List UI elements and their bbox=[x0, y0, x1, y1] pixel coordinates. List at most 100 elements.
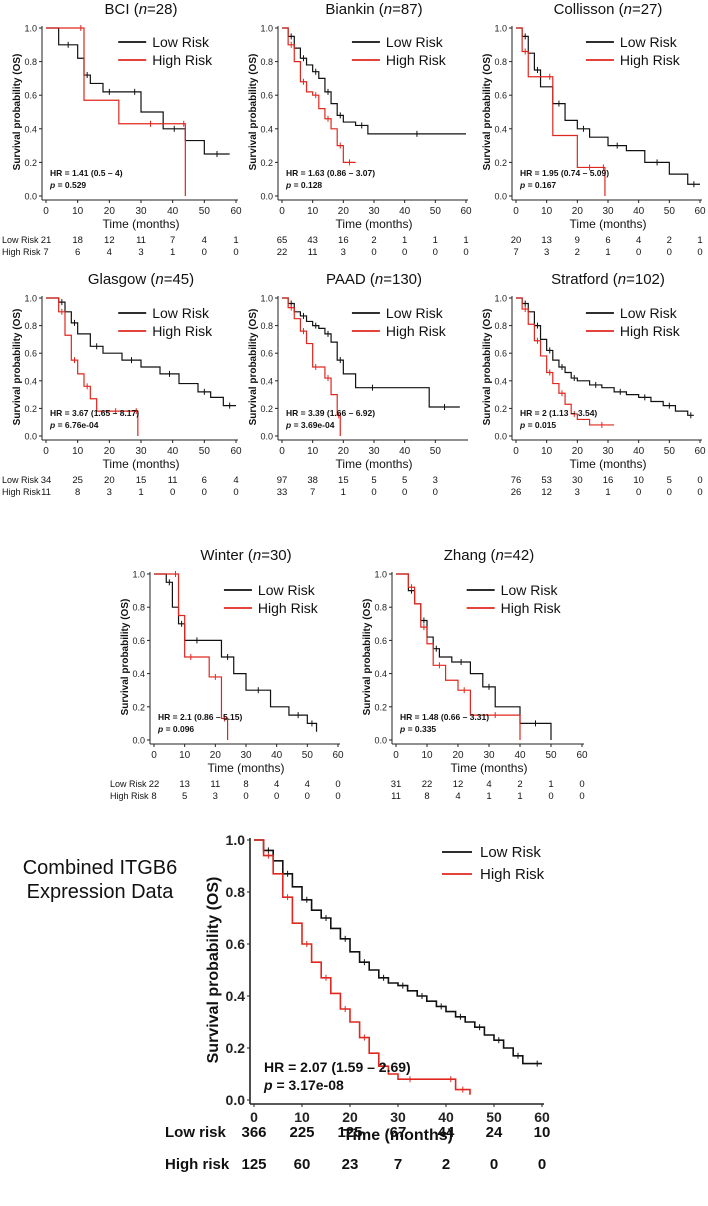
risk-table-row-label: Low Risk bbox=[2, 475, 39, 485]
x-tick-label: 40 bbox=[271, 750, 283, 761]
x-tick-label: 30 bbox=[483, 750, 495, 761]
legend-label-low: Low Risk bbox=[620, 34, 678, 50]
risk-table-cell: 0 bbox=[463, 247, 468, 258]
legend-label-high: High Risk bbox=[258, 600, 319, 616]
chart-title: Collisson (n=27) bbox=[554, 1, 663, 18]
y-tick-label: 0.4 bbox=[132, 669, 145, 679]
risk-table-cell: 7 bbox=[43, 247, 48, 258]
p-value-text: p = 6.76e-04 bbox=[49, 420, 99, 430]
chart-title-n: n bbox=[253, 547, 261, 564]
y-tick-label: 0.6 bbox=[374, 636, 387, 646]
x-tick-label: 30 bbox=[135, 446, 147, 457]
risk-table-cell: 2 bbox=[371, 235, 376, 246]
x-tick-label: 60 bbox=[694, 446, 706, 457]
risk-table-cell: 18 bbox=[72, 235, 83, 246]
risk-table-cell: 44 bbox=[438, 1124, 455, 1141]
curve-high-risk bbox=[254, 839, 471, 1095]
chart-title-count: =42) bbox=[504, 547, 534, 564]
chart-title-count: =30) bbox=[261, 547, 291, 564]
x-tick-label: 60 bbox=[230, 446, 242, 457]
p-value: = 0.128 bbox=[291, 180, 322, 190]
x-tick-label: 40 bbox=[514, 750, 526, 761]
p-label: p bbox=[519, 420, 525, 430]
y-axis-label: Survival probability (OS) bbox=[482, 54, 493, 171]
risk-table-cell: 22 bbox=[277, 247, 288, 258]
legend-label-high: High Risk bbox=[480, 866, 545, 883]
risk-table-cell: 0 bbox=[697, 487, 702, 498]
risk-table-cell: 60 bbox=[294, 1156, 311, 1173]
x-axis-label: Time (months) bbox=[570, 217, 647, 231]
y-tick-label: 1.0 bbox=[132, 570, 145, 580]
x-tick-label: 50 bbox=[545, 750, 557, 761]
y-tick-label: 0.4 bbox=[494, 124, 507, 134]
y-tick-label: 1.0 bbox=[260, 24, 273, 34]
risk-table-cell: 15 bbox=[338, 475, 349, 486]
y-tick-label: 0.2 bbox=[132, 702, 145, 712]
p-value: = 0.529 bbox=[55, 180, 86, 190]
risk-table-cell: 1 bbox=[517, 791, 522, 802]
chart-title-count: =87) bbox=[392, 1, 422, 18]
chart-title: BCI (n=28) bbox=[105, 1, 178, 18]
x-tick-label: 30 bbox=[602, 446, 614, 457]
p-label: p bbox=[49, 420, 55, 430]
chart-title: PAAD (n=130) bbox=[326, 271, 422, 288]
x-tick-label: 0 bbox=[513, 446, 519, 457]
risk-table-cell: 11 bbox=[391, 791, 401, 802]
risk-table-cell: 0 bbox=[371, 487, 376, 498]
y-tick-label: 0.2 bbox=[24, 158, 37, 168]
y-tick-label: 1.0 bbox=[226, 832, 246, 848]
y-tick-label: 0.2 bbox=[226, 1040, 246, 1056]
x-tick-label: 0 bbox=[151, 750, 157, 761]
x-tick-label: 20 bbox=[210, 750, 222, 761]
risk-table-cell: 76 bbox=[511, 475, 522, 486]
chart-title-n: n bbox=[155, 271, 163, 288]
chart-title: Stratford (n=102) bbox=[551, 271, 665, 288]
p-label: p bbox=[285, 180, 291, 190]
risk-table-cell: 5 bbox=[402, 475, 407, 486]
x-tick-label: 30 bbox=[135, 206, 147, 217]
risk-table-cell: 4 bbox=[455, 791, 460, 802]
x-tick-label: 20 bbox=[572, 206, 584, 217]
curve-low-risk bbox=[282, 297, 460, 408]
risk-table-cell: 7 bbox=[170, 235, 175, 246]
x-tick-label: 40 bbox=[633, 206, 645, 217]
hr-text: HR = 1.41 (0.5 – 4) bbox=[50, 168, 123, 178]
risk-table-cell: 6 bbox=[75, 247, 80, 258]
risk-table-cell: 1 bbox=[170, 247, 175, 258]
p-label: p bbox=[285, 420, 291, 430]
risk-table-row-label: Low risk bbox=[165, 1124, 227, 1141]
x-tick-label: 10 bbox=[72, 206, 84, 217]
risk-table-cell: 4 bbox=[274, 779, 279, 790]
y-axis-label: Survival probability (OS) bbox=[482, 309, 493, 426]
curve-high-risk bbox=[516, 297, 615, 426]
risk-table-cell: 21 bbox=[41, 235, 52, 246]
y-tick-label: 0.8 bbox=[24, 321, 37, 331]
combined-title-line2: Expression Data bbox=[26, 881, 174, 903]
x-tick-label: 60 bbox=[694, 206, 706, 217]
chart-title-n: n bbox=[495, 547, 503, 564]
y-tick-label: 0.6 bbox=[494, 91, 507, 101]
x-tick-label: 10 bbox=[307, 206, 319, 217]
combined-title: Combined ITGB6 Expression Data bbox=[0, 856, 200, 904]
risk-table-cell: 10 bbox=[534, 1124, 551, 1141]
risk-table-cell: 0 bbox=[335, 791, 340, 802]
risk-table-cell: 6 bbox=[605, 235, 610, 246]
y-tick-label: 0.4 bbox=[260, 376, 273, 386]
km-panel-3: Collisson (n=27)0.00.20.40.60.81.00 10 20 3… bbox=[482, 1, 706, 258]
y-axis-label: Survival probability (OS) bbox=[12, 309, 23, 426]
y-tick-label: 0.8 bbox=[374, 603, 387, 613]
legend-label-low: Low Risk bbox=[620, 305, 678, 321]
y-tick-label: 0.4 bbox=[374, 669, 387, 679]
p-value-text: p = 0.335 bbox=[399, 724, 436, 734]
chart-title-count: =130) bbox=[383, 271, 422, 288]
risk-table-cell: 0 bbox=[636, 247, 641, 258]
chart-title-count: =45) bbox=[164, 271, 194, 288]
risk-table-cell: 0 bbox=[305, 791, 310, 802]
chart-title-n: n bbox=[384, 1, 392, 18]
risk-table-cell: 0 bbox=[636, 487, 641, 498]
risk-table-cell: 3 bbox=[433, 475, 438, 486]
risk-table-cell: 7 bbox=[310, 487, 315, 498]
x-tick-label: 30 bbox=[368, 446, 380, 457]
y-tick-label: 0.0 bbox=[374, 736, 387, 746]
